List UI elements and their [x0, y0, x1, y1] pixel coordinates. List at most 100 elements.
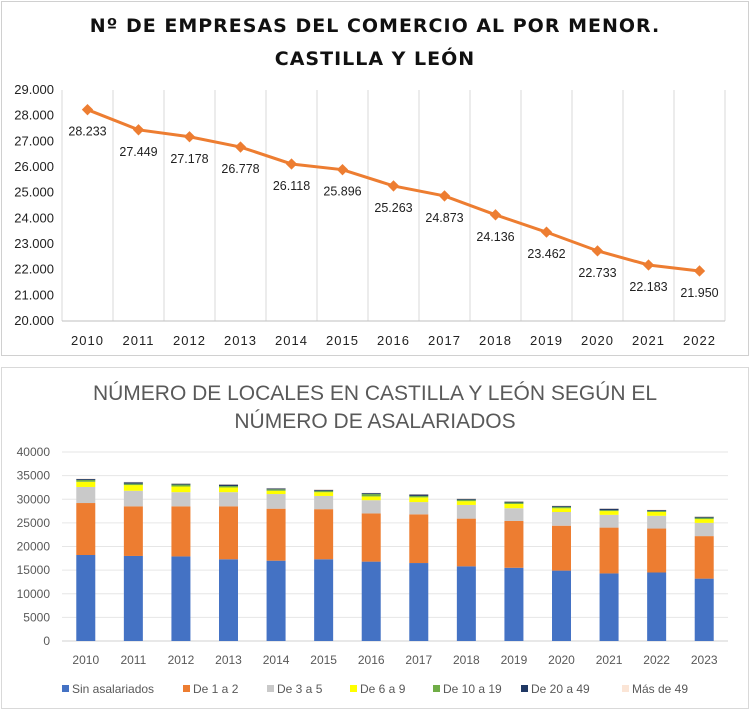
stacked-bar-chart: 0 5000 10000 15000 20000 25000 30000 35000 40000…	[17, 445, 728, 696]
bar-chart-title-line-1: NÚMERO DE LOCALES EN CASTILLA Y LEÓN SEG…	[93, 382, 657, 405]
data-label: 27.449	[119, 145, 157, 159]
legend-label: De 6 a 9	[360, 682, 406, 696]
line-chart-title-line-2: CASTILLA Y LEÓN	[275, 46, 475, 70]
bar-segment-de-3-a-5	[504, 508, 524, 521]
bar-segment-de-6-a-9	[647, 512, 667, 516]
bar-segment-de-3-a-5	[409, 502, 429, 515]
data-point-marker	[336, 164, 349, 176]
legend-label: De 10 a 19	[443, 682, 502, 696]
bar-segment-de-1-a-2	[409, 514, 429, 564]
bar-segment-de-10-a-19	[599, 510, 619, 512]
bar-segment-de-20-a-49	[456, 498, 476, 500]
y-tick-label: 5000	[23, 610, 50, 624]
bar-segment-de-20-a-49	[266, 488, 286, 490]
bar-segment-de-1-a-2	[456, 518, 476, 567]
x-tick-label: 2017	[428, 333, 461, 348]
bar-segment-de-3-a-5	[694, 522, 714, 537]
bar-segment-sin-asalariados	[647, 572, 667, 641]
data-point-marker	[642, 259, 655, 271]
bar-segment-de-1-a-2	[694, 536, 714, 579]
x-tick-label: 2012	[173, 333, 206, 348]
y-tick-label: 22.000	[14, 262, 54, 277]
bar-segment-de-6-a-9	[171, 486, 191, 493]
data-point-marker	[132, 124, 145, 136]
bar-segment-sin-asalariados	[694, 578, 714, 641]
x-tick-label: 2013	[224, 333, 257, 348]
bar-segment-de-20-a-49	[361, 493, 381, 495]
bar-segment-de-3-a-5	[314, 495, 334, 510]
bar-segment-sin-asalariados	[266, 560, 286, 641]
x-tick-label: 2017	[405, 653, 432, 667]
bar-segment-de-6-a-9	[266, 490, 286, 495]
bar-segment-de-6-a-9	[219, 487, 238, 493]
bar-segment-de-10-a-19	[314, 490, 334, 493]
y-tick-label: 27.000	[14, 133, 54, 148]
data-label: 25.896	[323, 185, 361, 199]
x-tick-label: 2018	[479, 333, 512, 348]
bar-segment-de-3-a-5	[266, 494, 286, 509]
bar-segment-de-3-a-5	[123, 490, 143, 507]
x-tick-label: 2010	[71, 333, 104, 348]
legend-swatch	[267, 685, 274, 692]
bar-segment-de-6-a-9	[504, 503, 524, 509]
bar-segment-de-6-a-9	[361, 496, 381, 501]
legend-swatch	[521, 685, 528, 692]
bar-segment-de-3-a-5	[552, 512, 571, 526]
x-tick-label: 2011	[123, 333, 155, 348]
x-tick-label: 2023	[691, 653, 718, 667]
data-point-marker	[387, 180, 400, 192]
y-tick-label: 15000	[17, 563, 51, 577]
bar-segment-de-6-a-9	[409, 497, 429, 503]
bar-segment-de-3-a-5	[76, 486, 96, 504]
bar-segment-de-20-a-49	[171, 483, 191, 485]
bar-segment-de-6-a-9	[314, 492, 334, 496]
bar-segment-de-3-a-5	[599, 514, 619, 528]
bar-segment-sin-asalariados	[456, 566, 476, 641]
bar-segment-de-3-a-5	[361, 500, 381, 514]
data-label: 22.183	[629, 280, 667, 294]
bar-segment-de-10-a-19	[266, 489, 286, 491]
x-tick-label: 2021	[596, 653, 623, 667]
bar-segment-de-6-a-9	[123, 485, 143, 491]
y-tick-label: 29.000	[14, 82, 54, 97]
data-point-marker	[438, 190, 451, 202]
bar-segment-de-10-a-19	[76, 479, 96, 482]
bar-segment-sin-asalariados	[219, 559, 238, 641]
legend-swatch	[433, 685, 440, 692]
bar-segment-de-20-a-49	[504, 501, 524, 503]
bar-segment-de-10-a-19	[456, 499, 476, 502]
bar-segment-de-1-a-2	[219, 506, 238, 560]
data-label: 21.950	[680, 286, 718, 300]
x-tick-label: 2020	[581, 333, 614, 348]
x-tick-label: 2011	[120, 653, 146, 667]
y-tick-label: 0	[43, 634, 50, 648]
x-tick-label: 2020	[548, 653, 575, 667]
x-tick-label: 2014	[275, 333, 308, 348]
bar-segment-de-1-a-2	[314, 509, 334, 560]
y-tick-label: 40000	[17, 445, 51, 459]
data-label: 22.733	[578, 266, 616, 280]
bar-segment-sin-asalariados	[314, 559, 334, 641]
data-label: 23.462	[527, 247, 565, 261]
bar-segment-de-10-a-19	[123, 483, 143, 486]
x-tick-label: 2022	[643, 653, 670, 667]
data-label: 28.233	[68, 125, 106, 139]
bar-segment-de-3-a-5	[219, 492, 238, 507]
data-label: 26.118	[273, 179, 310, 193]
bar-segment-sin-asalariados	[552, 570, 571, 641]
bar-segment-de-1-a-2	[504, 520, 524, 568]
bar-segment-sin-asalariados	[123, 555, 143, 641]
bar-segment-de-20-a-49	[314, 489, 334, 491]
line-chart: 20.000 21.000 22.000 23.000 24.000 25.000 26.0…	[14, 82, 726, 348]
bar-segment-de-6-a-9	[552, 508, 571, 513]
bar-segment-de-20-a-49	[647, 510, 667, 512]
x-tick-label: 2019	[501, 653, 528, 667]
y-tick-label: 28.000	[14, 108, 54, 123]
data-label: 27.178	[170, 152, 208, 166]
bar-segment-de-10-a-19	[694, 517, 714, 520]
legend-label: De 3 a 5	[277, 682, 323, 696]
bar-segment-de-6-a-9	[599, 511, 619, 515]
data-point-marker	[285, 158, 298, 170]
legend: Sin asalariados De 1 a 2 De 3 a 5 De 6 a 9 D…	[62, 682, 688, 696]
